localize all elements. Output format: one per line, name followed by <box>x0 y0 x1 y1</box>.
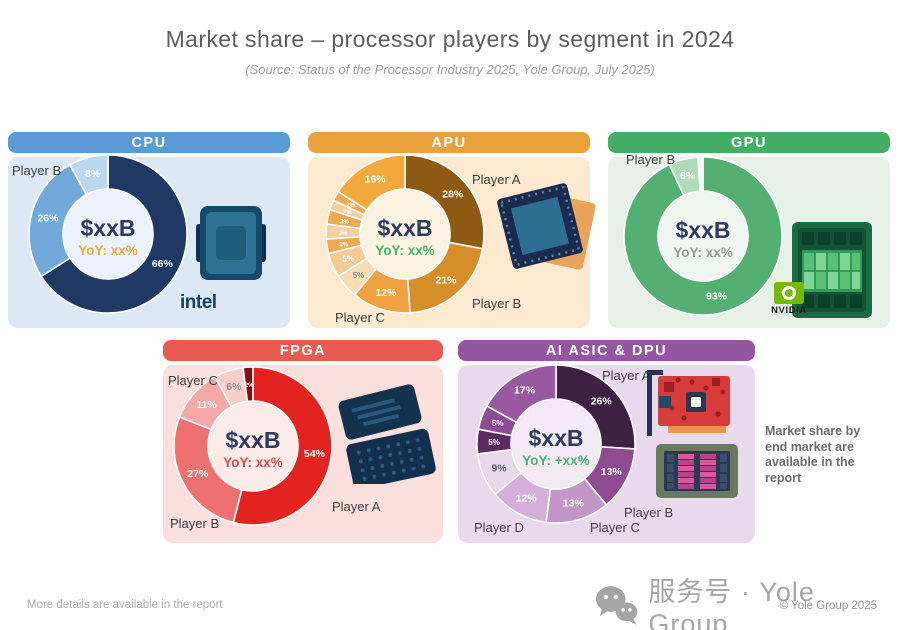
svg-text:$xxB: $xxB <box>81 215 136 241</box>
page-title: Market share – processor players by segm… <box>165 26 735 52</box>
panel-cpu-title: CPU <box>131 135 167 151</box>
svg-text:27%: 27% <box>187 468 209 480</box>
panel-fpga-header: FPGA <box>163 340 443 361</box>
svg-text:5%: 5% <box>353 271 365 280</box>
cpu-package-illustration <box>196 206 266 280</box>
svg-text:26%: 26% <box>37 213 59 225</box>
svg-text:3%: 3% <box>339 243 348 249</box>
nvidia-eye-icon <box>774 282 804 304</box>
svg-text:3%: 3% <box>339 231 348 237</box>
svg-text:26%: 26% <box>591 396 613 408</box>
copyright: © Yole Group 2025 <box>779 600 877 612</box>
asic-player-c-label: Player C <box>590 520 640 535</box>
svg-text:$xxB: $xxB <box>529 425 584 451</box>
nvidia-logo-text: NVIDIA <box>771 305 807 316</box>
fpga-player-c-label: Player C <box>168 373 218 388</box>
watermark-text: 服务号 · Yole Group <box>648 577 815 630</box>
svg-text:9%: 9% <box>492 463 508 475</box>
svg-text:28%: 28% <box>442 188 464 200</box>
watermark: 服务号 · Yole Group <box>594 570 900 630</box>
footer-note: More details are available in the report <box>27 599 223 611</box>
svg-text:17%: 17% <box>514 385 536 397</box>
fpga-donut-chart: 54% 27% 11% 6% 2% $xxB YoY: xx% <box>173 366 333 526</box>
asic-board-illustration <box>656 444 738 498</box>
svg-text:$xxB: $xxB <box>226 427 281 453</box>
svg-text:$xxB: $xxB <box>378 215 433 241</box>
svg-text:YoY: xx%: YoY: xx% <box>223 455 283 470</box>
gpu-die-illustration <box>792 222 872 318</box>
svg-text:13%: 13% <box>563 498 585 510</box>
fpga-player-b-label: Player B <box>170 516 220 531</box>
apu-donut-chart: 28% 21% 12% 5% 5% 3% 3% 3% 2%2% 16% $xxB YoY: xx% <box>325 154 485 314</box>
panel-fpga-title: FPGA <box>279 343 327 359</box>
svg-text:YoY: xx%: YoY: xx% <box>673 245 733 260</box>
page-subtitle: (Source: Status of the Processor Industr… <box>245 62 655 77</box>
intel-logo: intel <box>180 292 217 313</box>
panel-apu-header: APU <box>308 132 590 153</box>
cpu-player-b-label: Player B <box>12 163 62 178</box>
svg-text:5%: 5% <box>488 438 500 447</box>
side-note: Market share by end market are available… <box>765 424 861 485</box>
apu-player-b-label: Player B <box>472 296 522 311</box>
svg-text:8%: 8% <box>85 168 101 180</box>
svg-text:93%: 93% <box>706 291 728 303</box>
gpu-donut-chart: 93% 6% $xxB YoY: xx% <box>623 156 783 316</box>
svg-text:2%: 2% <box>343 210 352 216</box>
apu-chip-illustration <box>497 183 596 270</box>
asic-pcie-card-illustration <box>647 370 730 436</box>
svg-text:66%: 66% <box>152 258 174 270</box>
cpu-donut-chart: 66% 26% 8% $xxB YoY: xx% <box>28 154 188 314</box>
svg-text:54%: 54% <box>304 448 326 460</box>
panel-cpu: CPU 66% 26% 8% $xxB YoY: xx% Player B intel <box>8 132 290 328</box>
fpga-player-a-label: Player A <box>332 499 381 514</box>
fpga-chips-illustration <box>338 384 436 484</box>
svg-text:16%: 16% <box>365 174 387 186</box>
svg-text:2%: 2% <box>346 203 355 209</box>
apu-player-c-label: Player C <box>335 310 385 325</box>
panel-gpu: GPU 93% 6% $xxB YoY: xx% Player B <box>608 132 890 328</box>
svg-text:5%: 5% <box>342 255 354 264</box>
svg-text:11%: 11% <box>196 399 217 411</box>
asic-player-d-label: Player D <box>474 520 524 535</box>
svg-text:YoY: xx%: YoY: xx% <box>78 243 138 258</box>
panel-asic-title: AI ASIC & DPU <box>545 343 668 359</box>
apu-player-a-label: Player A <box>472 172 521 187</box>
panel-apu-title: APU <box>431 135 467 151</box>
svg-text:2%: 2% <box>245 383 254 389</box>
svg-text:6%: 6% <box>680 170 696 182</box>
panel-fpga: FPGA 54% 27% 11% 6% 2% $xxB YoY: xx% Player A … <box>163 340 443 543</box>
wechat-icon <box>595 586 638 625</box>
panel-asic-header: AI ASIC & DPU <box>458 340 755 361</box>
svg-text:5%: 5% <box>492 419 504 428</box>
svg-text:$xxB: $xxB <box>676 217 731 243</box>
panel-gpu-header: GPU <box>608 132 890 153</box>
svg-text:YoY: +xx%: YoY: +xx% <box>522 453 589 468</box>
svg-text:6%: 6% <box>226 381 242 393</box>
svg-text:13%: 13% <box>601 466 623 478</box>
asic-player-b-label: Player B <box>624 505 674 520</box>
panel-cpu-header: CPU <box>8 132 290 153</box>
svg-text:12%: 12% <box>375 287 397 299</box>
svg-text:21%: 21% <box>435 275 457 287</box>
gpu-player-b-label: Player B <box>626 152 676 167</box>
panel-asic: AI ASIC & DPU 26% 13% 13% 12% 9% 5% 5% 17% $xxB Y… <box>458 340 755 543</box>
svg-text:3%: 3% <box>340 219 349 225</box>
asic-player-a-label: Player A <box>602 368 651 383</box>
panel-gpu-title: GPU <box>731 135 767 151</box>
svg-text:12%: 12% <box>516 492 538 504</box>
svg-text:YoY: xx%: YoY: xx% <box>375 243 435 258</box>
nvidia-logo: NVIDIA <box>760 282 818 316</box>
asic-donut-chart: 26% 13% 13% 12% 9% 5% 5% 17% $xxB YoY: +xx% <box>476 364 636 524</box>
panel-apu: APU 28% 21% 12% 5% 5% 3% 3% 3% 2% 2% 16% $xxB YoY: x… <box>308 132 596 328</box>
